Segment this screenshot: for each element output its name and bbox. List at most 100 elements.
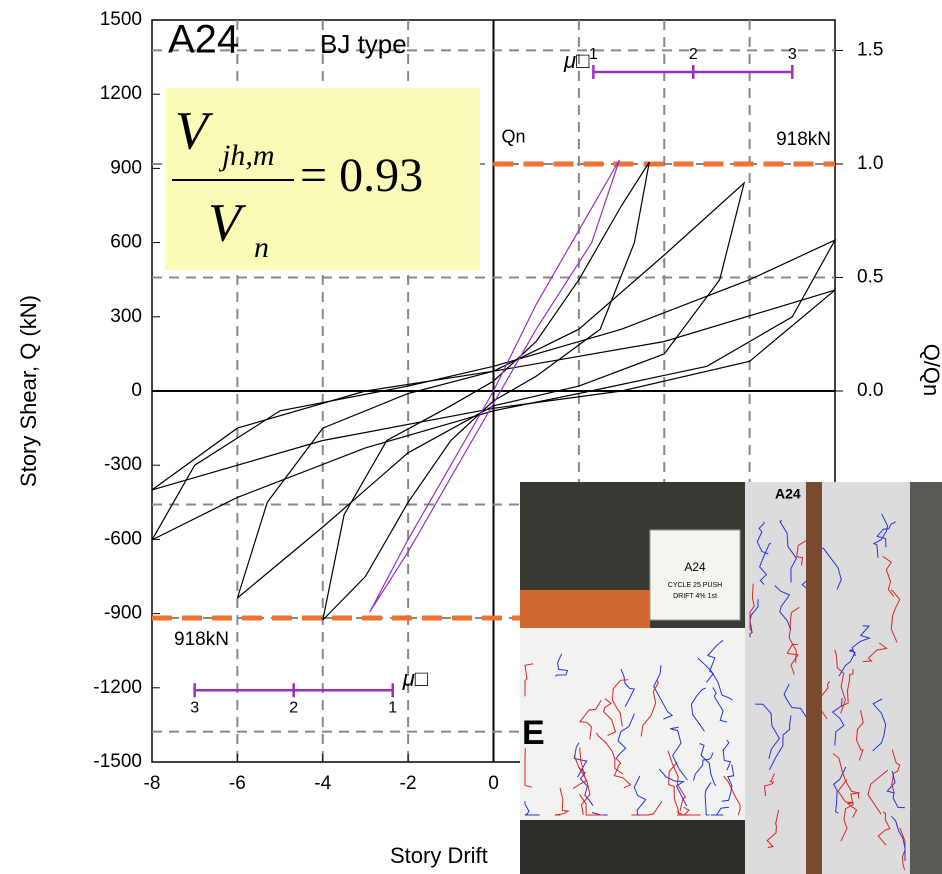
crack: [640, 679, 659, 737]
chart-title: A24: [168, 18, 239, 62]
crack: [756, 521, 769, 555]
crack: [867, 769, 889, 815]
photo-edge: [910, 482, 942, 874]
crack: [613, 757, 632, 789]
formula: V jh,m V n: [172, 100, 294, 264]
crack: [882, 555, 895, 597]
crack: [620, 668, 635, 707]
crack: [676, 811, 701, 816]
crack: [774, 585, 792, 631]
crack: [699, 743, 717, 786]
hysteresis-loop: [151, 289, 836, 491]
crack: [872, 698, 887, 752]
crack: [721, 764, 735, 802]
mu-tick-label: 1: [388, 699, 397, 716]
y2-tick-label: 0.0: [857, 380, 883, 401]
mu-tick-label: 2: [689, 46, 698, 63]
crack: [690, 687, 706, 732]
qn-value-label: 918kN: [776, 129, 831, 150]
photo-column: [806, 482, 822, 874]
photo: A24 CYCLE 25 PUSH DRIFT 4% 1st A24 E: [520, 482, 942, 874]
photo-wall: [745, 482, 910, 874]
crack: [555, 653, 569, 677]
crack: [578, 766, 594, 806]
hysteresis-loop: [369, 159, 620, 613]
y-tick-label: 300: [110, 306, 142, 327]
formula-v: V: [208, 192, 247, 252]
y-axis-label: Story Shear, Q (kN): [16, 295, 41, 487]
crack: [749, 583, 755, 633]
crack: [840, 792, 860, 842]
crack: [786, 643, 799, 675]
crack: [653, 665, 674, 720]
crack: [834, 649, 846, 714]
crack: [890, 589, 901, 643]
hysteresis-loop: [236, 181, 746, 599]
crack: [755, 703, 781, 759]
y-tick-label: -1200: [93, 677, 142, 698]
formula-sub: n: [254, 231, 269, 264]
crack: [759, 542, 772, 585]
hysteresis-loop: [151, 238, 837, 541]
crack: [704, 782, 712, 816]
y-tick-label: -1500: [93, 751, 142, 772]
crack: [697, 657, 733, 701]
mu-tick-label: 3: [788, 46, 797, 63]
formula-rhs: = 0.93: [300, 149, 423, 202]
x-axis-label: Story Drift: [390, 843, 488, 868]
crack: [669, 726, 688, 781]
crack: [668, 761, 680, 816]
photo-lab: [520, 820, 745, 874]
y-tick-label: -900: [104, 603, 142, 624]
crack: [723, 775, 741, 816]
crack: [712, 687, 728, 723]
crack: [851, 625, 871, 657]
crack: [876, 521, 896, 548]
y-tick-label: 900: [110, 157, 142, 178]
mu-tick-label: 3: [190, 699, 199, 716]
crack: [886, 770, 906, 809]
crack: [573, 755, 591, 816]
crack: [633, 775, 647, 816]
crack: [862, 642, 888, 663]
crack: [524, 813, 536, 816]
y2-axis-label: Q/Qn: [919, 344, 942, 397]
crack: [579, 700, 602, 740]
crack: [817, 547, 842, 590]
plot-area: -8-6-4-202468-1500-1200-900-600-30003006…: [93, 9, 889, 794]
qn-value-label: 918kN: [174, 629, 229, 650]
crack: [524, 747, 533, 788]
x-tick-label: -4: [314, 773, 331, 794]
y-tick-label: 600: [110, 232, 142, 253]
crack: [891, 815, 906, 861]
y-tick-label: 1500: [100, 9, 142, 30]
crack: [872, 513, 889, 558]
mu-label: μ□: [563, 48, 589, 73]
chart-subtitle: BJ type: [320, 29, 407, 59]
y2-tick-label: 0.5: [857, 266, 883, 287]
crack: [693, 752, 714, 781]
crack: [572, 747, 587, 790]
crack: [524, 663, 534, 697]
x-tick-label: 0: [488, 773, 499, 794]
x-tick-label: -6: [229, 773, 246, 794]
crack: [769, 715, 792, 771]
y-tick-label: 0: [131, 380, 142, 401]
y2-tick-label: 1.5: [857, 39, 883, 60]
crack: [832, 753, 860, 799]
crack: [596, 732, 624, 775]
formula-sub: jh,m: [218, 139, 275, 172]
qn-label: Qn: [502, 127, 526, 147]
crack: [763, 773, 775, 797]
crack: [603, 698, 617, 737]
y2-tick-label: 1.0: [857, 153, 883, 174]
y-tick-label: -300: [104, 454, 142, 475]
hysteresis-loop: [322, 161, 650, 621]
crack: [722, 739, 732, 771]
crack: [855, 709, 864, 761]
crack: [891, 749, 901, 795]
photo-arm: [520, 590, 650, 628]
crack: [615, 713, 635, 760]
y-tick-label: -600: [104, 528, 142, 549]
